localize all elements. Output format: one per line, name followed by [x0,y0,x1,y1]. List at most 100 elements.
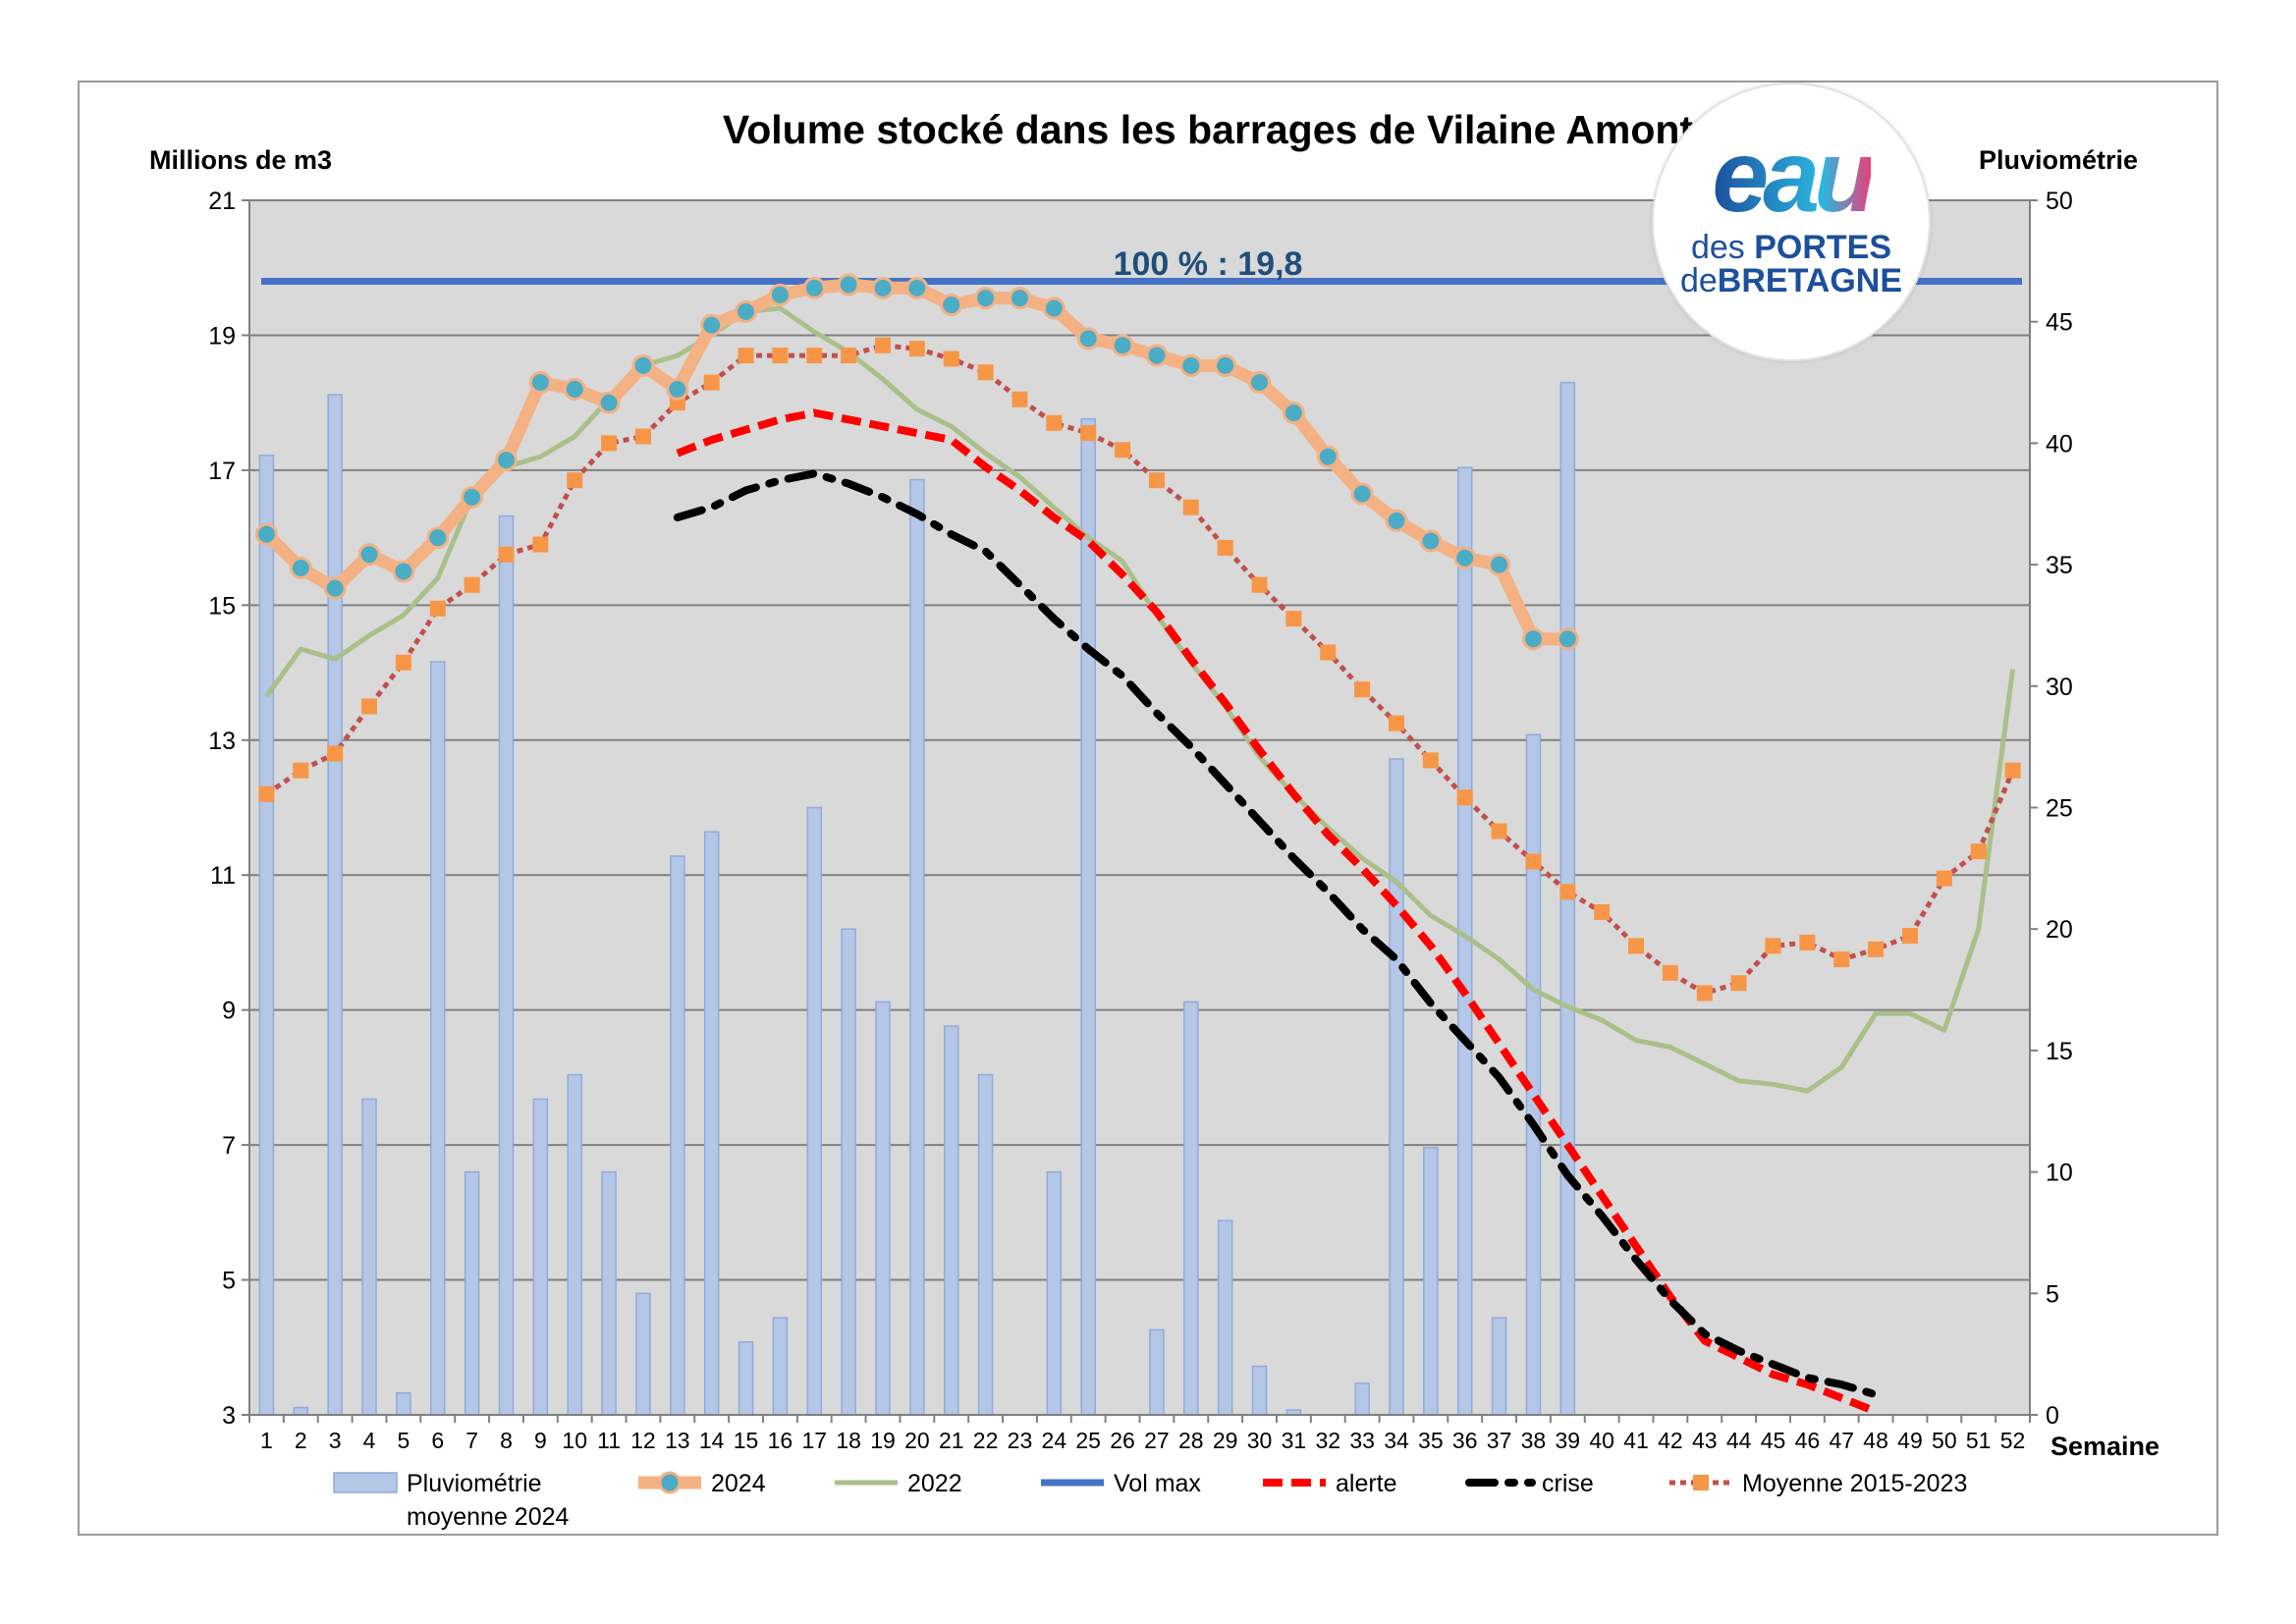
logo-eau-text: eau [1712,120,1876,234]
y2-tick-label: 25 [2046,795,2073,823]
moyenne-marker [1080,425,1097,442]
y-tick-label: 21 [208,188,236,215]
marker-2024 [974,287,998,310]
marker-2024 [735,299,758,323]
legend-pluvio-swatch [333,1472,398,1493]
marker-2024 [494,449,518,472]
marker-2024 [323,576,347,600]
x-tick-label: 50 [1932,1428,1957,1453]
rain-bar [396,1391,411,1416]
marker-2024 [1350,482,1374,506]
rain-bar [909,478,925,1416]
x-tick-label: 35 [1418,1428,1444,1453]
legend-volmax-label: Vol max [1114,1470,1201,1497]
x-tick-label: 44 [1726,1428,1752,1453]
rain-bar [361,1098,377,1416]
marker-2024 [597,391,621,414]
x-tick-label: 16 [768,1428,793,1453]
moyenne-marker [1594,904,1611,921]
rain-bar [258,455,275,1416]
x-tick-label: 27 [1144,1428,1170,1453]
marker-2024 [1521,627,1545,651]
moyenne-marker [1901,928,1918,945]
marker-2024 [1145,344,1169,367]
logo-portes-text: PORTES [1754,229,1892,266]
moyenne-marker [1628,938,1645,954]
moyenne-marker [1970,843,1987,860]
marker-2024 [1453,546,1477,569]
x-tick-label: 52 [2000,1428,2026,1453]
marker-2024 [871,276,895,299]
y2-tick-label: 35 [2046,552,2073,579]
logo-line-1: des PORTES [1654,230,1929,265]
rain-bar [703,831,720,1416]
x-tick-label: 25 [1075,1428,1101,1453]
moyenne-marker [258,785,275,802]
plot-area [249,200,2030,1415]
marker-2024 [1179,353,1203,377]
y-tick-label: 9 [222,998,236,1025]
moyenne-marker [1525,853,1542,870]
moyenne-marker [361,698,378,715]
moyenne-marker [738,348,754,364]
x-tick-label: 32 [1315,1428,1340,1453]
moyenne-marker [1799,934,1816,950]
x-tick-label: 30 [1247,1428,1273,1453]
moyenne-marker [772,348,789,364]
x-tick-label: 18 [836,1428,861,1453]
x-tick-label: 2 [295,1428,307,1453]
x-axis-label: Semaine [2050,1432,2159,1461]
x-tick-label: 34 [1384,1428,1409,1453]
marker-2024 [426,526,450,550]
marker-2024 [392,560,415,583]
marker-2024 [1316,445,1339,468]
marker-2024 [289,557,312,580]
line-alerte [676,408,1878,1416]
y2-tick-label: 40 [2046,430,2073,458]
marker-2024 [1419,529,1443,553]
y2-tick-label: 0 [2046,1402,2059,1430]
x-tick-label: 43 [1692,1428,1718,1453]
rain-bar [1491,1317,1507,1416]
rain-bar [977,1073,994,1416]
moyenne-marker [1696,985,1713,1001]
marker-2024 [1385,509,1408,532]
marker-2024 [254,522,278,546]
y-tick-label: 15 [208,592,236,620]
moyenne-marker [1285,611,1302,627]
moyenne-marker [1765,938,1781,954]
marker-2024 [700,313,724,337]
marker-2024 [1556,627,1579,651]
x-tick-label: 38 [1521,1428,1547,1453]
moyenne-marker [1182,499,1199,515]
x-tick-label: 4 [363,1428,376,1453]
company-logo: eau des PORTES deBRETAGNE [1652,82,1931,361]
moyenne-marker [395,654,411,671]
marker-2024 [1248,371,1272,395]
moyenne-marker [1011,391,1028,407]
moyenne-marker [634,428,651,445]
rain-bar [1525,733,1542,1416]
legend-moyenne-marker [1693,1475,1709,1490]
logo-bretagne-text: BRETAGNE [1717,262,1903,299]
moyenne-marker [567,472,583,489]
y-tick-label: 19 [208,322,236,350]
legend-crise-label: crise [1542,1470,1594,1497]
logo-line-2: deBRETAGNE [1654,263,1929,298]
rain-bar [1046,1170,1063,1416]
rain-bar [1251,1365,1268,1416]
rain-bar [1183,1001,1199,1416]
x-tick-label: 26 [1110,1428,1135,1453]
marker-2024 [837,273,860,297]
x-tick-label: 17 [801,1428,827,1453]
rain-bar [1149,1328,1165,1416]
moyenne-marker [806,348,823,364]
rain-bar [670,855,685,1416]
x-tick-label: 7 [465,1428,478,1453]
rain-bar [875,1001,891,1416]
rain-bar [738,1341,754,1416]
line-crise [673,469,1881,1399]
x-tick-label: 5 [397,1428,410,1453]
moyenne-marker [908,341,925,357]
rain-bar [532,1098,549,1416]
